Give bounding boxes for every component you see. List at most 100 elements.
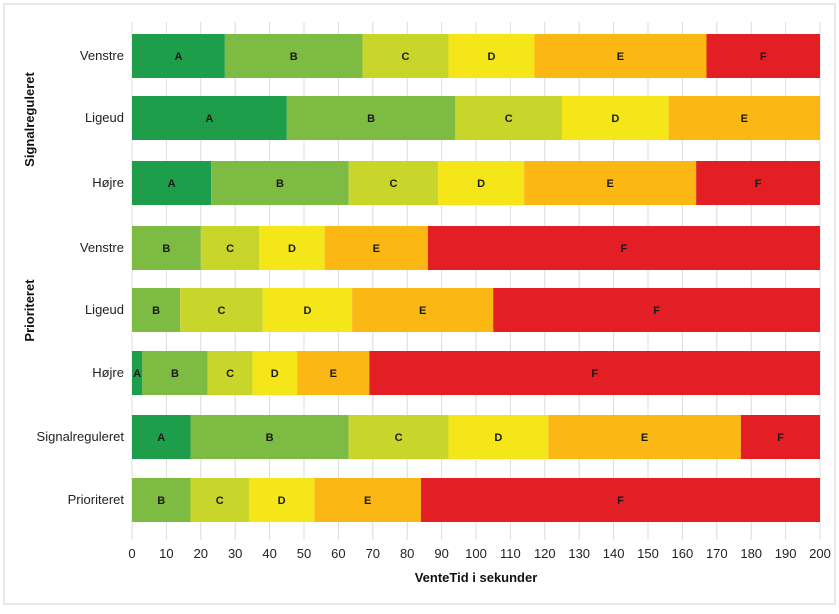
segment-label: D [278,495,286,507]
segment-label: B [162,243,170,255]
segment-label: D [611,113,619,125]
bar-segment [438,161,525,205]
bar-segment [262,288,353,332]
x-tick-label: 190 [775,546,797,561]
segment-label: D [477,178,485,190]
row-label: Venstre [80,240,124,255]
x-tick-label: 20 [194,546,208,561]
x-tick-label: 150 [637,546,659,561]
bar-segment [548,415,741,459]
segment-label: C [226,243,234,255]
x-tick-label: 90 [434,546,448,561]
segment-label: F [617,495,624,507]
bar-row: A B C D E F [132,161,820,205]
segment-label: C [395,432,403,444]
x-tick-label: 170 [706,546,728,561]
segment-label: E [373,243,380,255]
bar-segment [420,478,820,522]
bar-segment [455,96,562,140]
segment-label: F [621,243,628,255]
bar-segment [740,415,820,459]
segment-label: D [494,432,502,444]
row-label: Ligeud [85,302,124,317]
segment-label: A [168,178,176,190]
x-axis: 0 10 20 30 40 50 60 70 80 90 100 110 120 130 140 150 160… [128,546,830,561]
bar-segment [132,34,225,78]
bar-segment [362,34,449,78]
x-tick-label: 120 [534,546,556,561]
x-tick-label: 50 [297,546,311,561]
segment-label: C [505,113,513,125]
bar-segment [248,478,315,522]
x-tick-label: 30 [228,546,242,561]
bar-segment [348,415,449,459]
x-tick-label: 70 [366,546,380,561]
bar-row: B C D E F [132,478,820,522]
bar-segment [180,288,263,332]
bar-segment [369,351,820,395]
bar-segment [200,226,260,270]
segment-label: A [133,368,141,380]
segment-label: F [755,178,762,190]
segment-label: E [419,305,426,317]
segment-label: D [288,243,296,255]
segment-label: F [591,368,598,380]
segment-label: C [217,305,225,317]
bar-segment [132,288,181,332]
segment-label: C [402,51,410,63]
x-tick-label: 180 [740,546,762,561]
segment-label: C [226,368,234,380]
group-label: Signalreguleret [22,72,37,167]
x-axis-title: VenteTid i sekunder [415,570,538,585]
bar-row: A B C D E F [132,351,820,395]
segment-label: E [606,178,613,190]
bars: A B C D E FA B C D EA B C D E FB C D E FB C D E FA B C D E FA B C D E FB… [132,34,820,522]
segment-label: A [157,432,165,444]
bar-segment [132,161,212,205]
x-tick-label: 0 [128,546,135,561]
row-label: Højre [92,365,124,380]
bar-segment [348,161,439,205]
bar-segment [259,226,325,270]
segment-label: E [330,368,337,380]
bar-segment [207,351,253,395]
segment-label: C [216,495,224,507]
bar-segment [132,351,143,395]
group-labels: Signalreguleret Prioriteret [22,72,37,342]
segment-label: B [290,51,298,63]
segment-label: E [741,113,748,125]
segment-label: D [271,368,279,380]
segment-label: D [303,305,311,317]
row-label: Ligeud [85,110,124,125]
bar-segment [132,96,287,140]
bar-segment [132,478,191,522]
bar-row: A B C D E F [132,34,820,78]
segment-label: B [276,178,284,190]
segment-label: D [488,51,496,63]
x-tick-label: 60 [331,546,345,561]
segment-label: C [389,178,397,190]
x-tick-label: 200 [809,546,831,561]
x-tick-label: 40 [262,546,276,561]
x-tick-label: 160 [672,546,694,561]
row-label: Højre [92,175,124,190]
x-tick-label: 130 [568,546,590,561]
bar-segment [352,288,494,332]
bar-segment [448,415,549,459]
segment-label: F [777,432,784,444]
segment-label: B [367,113,375,125]
bar-segment [448,34,535,78]
bar-segment [524,161,697,205]
bar-segment [314,478,421,522]
row-labels: Venstre Ligeud Højre Venstre Ligeud Højre Sign… [37,48,125,507]
bar-segment [324,226,428,270]
bar-row: B C D E F [132,226,820,270]
bar-segment [297,351,370,395]
x-tick-label: 110 [500,546,521,561]
bar-segment [224,34,363,78]
bar-segment [493,288,820,332]
x-tick-label: 100 [465,546,487,561]
segment-label: B [157,495,165,507]
segment-label: E [641,432,648,444]
